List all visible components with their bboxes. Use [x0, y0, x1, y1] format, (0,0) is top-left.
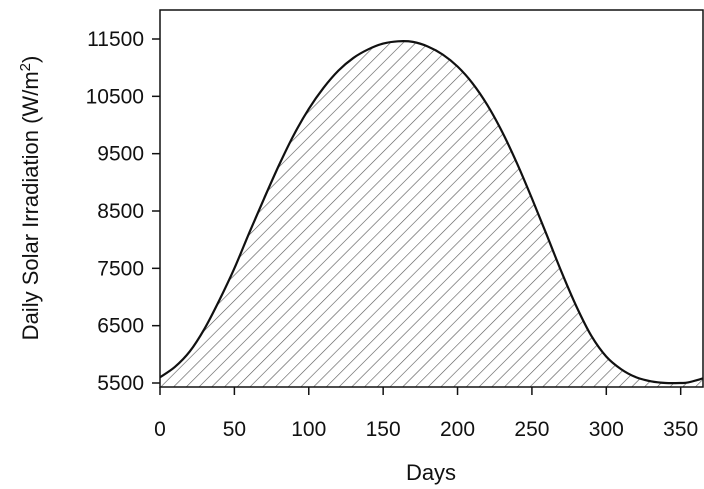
y-tick-label: 9500	[97, 143, 144, 166]
y-tick-label: 8500	[97, 200, 144, 223]
y-axis: 5500 6500 7500 8500 9500 10500 11500	[86, 28, 160, 395]
x-axis-title: Days	[406, 460, 456, 485]
y-axis-title: Daily Solar Irradiation (W/m2)	[17, 56, 43, 341]
x-tick-label: 300	[589, 418, 624, 441]
x-tick-label: 0	[154, 418, 166, 441]
y-tick-label: 10500	[86, 85, 144, 108]
x-tick-label: 350	[663, 418, 698, 441]
y-tick-label: 5500	[97, 372, 144, 395]
irradiation-curve	[160, 40, 703, 385]
irradiation-area	[160, 41, 703, 387]
x-tick-label: 100	[291, 418, 326, 441]
x-tick-label: 50	[223, 418, 246, 441]
y-tick-label: 6500	[97, 315, 144, 338]
y-tick-label: 11500	[87, 28, 144, 51]
x-axis: 0 50 100 150 200 250 300 350	[154, 387, 698, 441]
x-tick-label: 200	[440, 418, 475, 441]
y-tick-label: 7500	[97, 257, 144, 280]
x-tick-label: 250	[514, 418, 549, 441]
plot-frame	[159, 9, 704, 388]
x-tick-label: 150	[366, 418, 401, 441]
